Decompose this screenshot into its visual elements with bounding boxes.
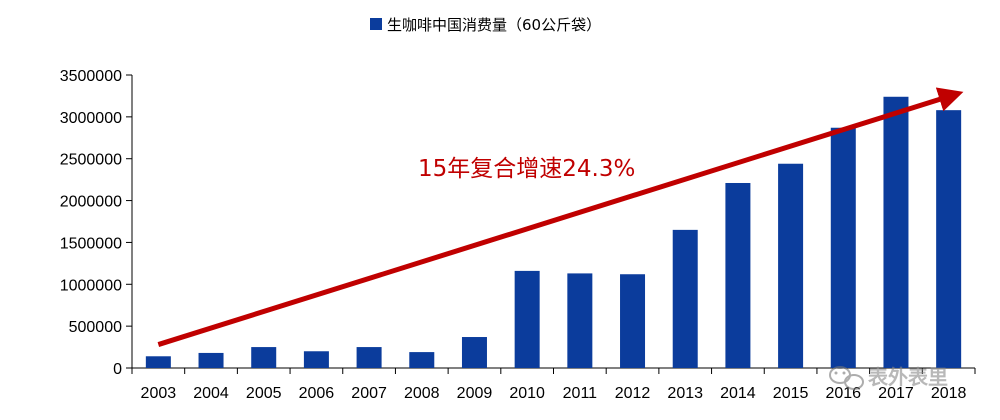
bar (514, 270, 540, 368)
bar (409, 352, 435, 368)
y-tick-label: 1500000 (60, 235, 122, 252)
bar (830, 127, 856, 369)
bar (672, 229, 698, 368)
y-tick-label: 500000 (69, 319, 122, 336)
bar (778, 163, 804, 368)
wechat-icon (829, 366, 864, 390)
y-tick-label: 1000000 (60, 277, 122, 294)
bar (145, 356, 171, 368)
bar (198, 352, 224, 368)
x-axis: 2003 2004 2005 2006 2007 2008 2009 2010 2011 2012… (131, 367, 976, 402)
bars (145, 96, 962, 369)
x-tick-label: 2015 (773, 385, 809, 402)
x-tick-label: 2011 (563, 385, 598, 402)
x-tick-label: 2005 (246, 385, 282, 402)
bar (936, 110, 962, 368)
bar (725, 182, 751, 368)
legend-swatch (370, 18, 382, 30)
y-tick-label: 2500000 (60, 152, 122, 169)
y-tick-label: 3500000 (60, 68, 122, 85)
bar (567, 273, 593, 368)
x-tick-label: 2004 (193, 385, 229, 402)
x-tick-label: 2010 (509, 385, 545, 402)
y-tick-label: 0 (113, 361, 122, 378)
growth-arrow (157, 87, 964, 347)
x-tick-label: 2013 (667, 385, 703, 402)
y-axis: 0 500000 1000000 1500000 2000000 2500000 30000… (60, 68, 133, 378)
x-tick-label: 2007 (351, 385, 387, 402)
x-tick-label: 2014 (720, 385, 756, 402)
bar (883, 96, 909, 368)
x-tick-label: 2008 (404, 385, 440, 402)
bar (461, 337, 487, 368)
x-tick-label: 2018 (931, 385, 967, 402)
y-tick-label: 3000000 (60, 110, 122, 127)
watermark-text: 表外表里 (868, 365, 948, 389)
growth-annotation: 15年复合增速24.3% (418, 156, 635, 182)
x-tick-label: 2009 (457, 385, 493, 402)
bar (251, 347, 277, 368)
legend-label: 生咖啡中国消费量（60公斤袋） (387, 16, 601, 34)
x-tick-label: 2003 (141, 385, 177, 402)
legend: 生咖啡中国消费量（60公斤袋） (370, 16, 601, 34)
x-tick-label: 2016 (825, 385, 861, 402)
x-tick-label: 2017 (878, 385, 914, 402)
bar (356, 347, 382, 368)
x-tick-label: 2012 (615, 385, 651, 402)
watermark: 表外表里 (829, 365, 948, 390)
x-tick-label: 2006 (299, 385, 335, 402)
bar (303, 351, 329, 368)
bar (620, 274, 646, 368)
y-tick-label: 2000000 (60, 194, 122, 211)
